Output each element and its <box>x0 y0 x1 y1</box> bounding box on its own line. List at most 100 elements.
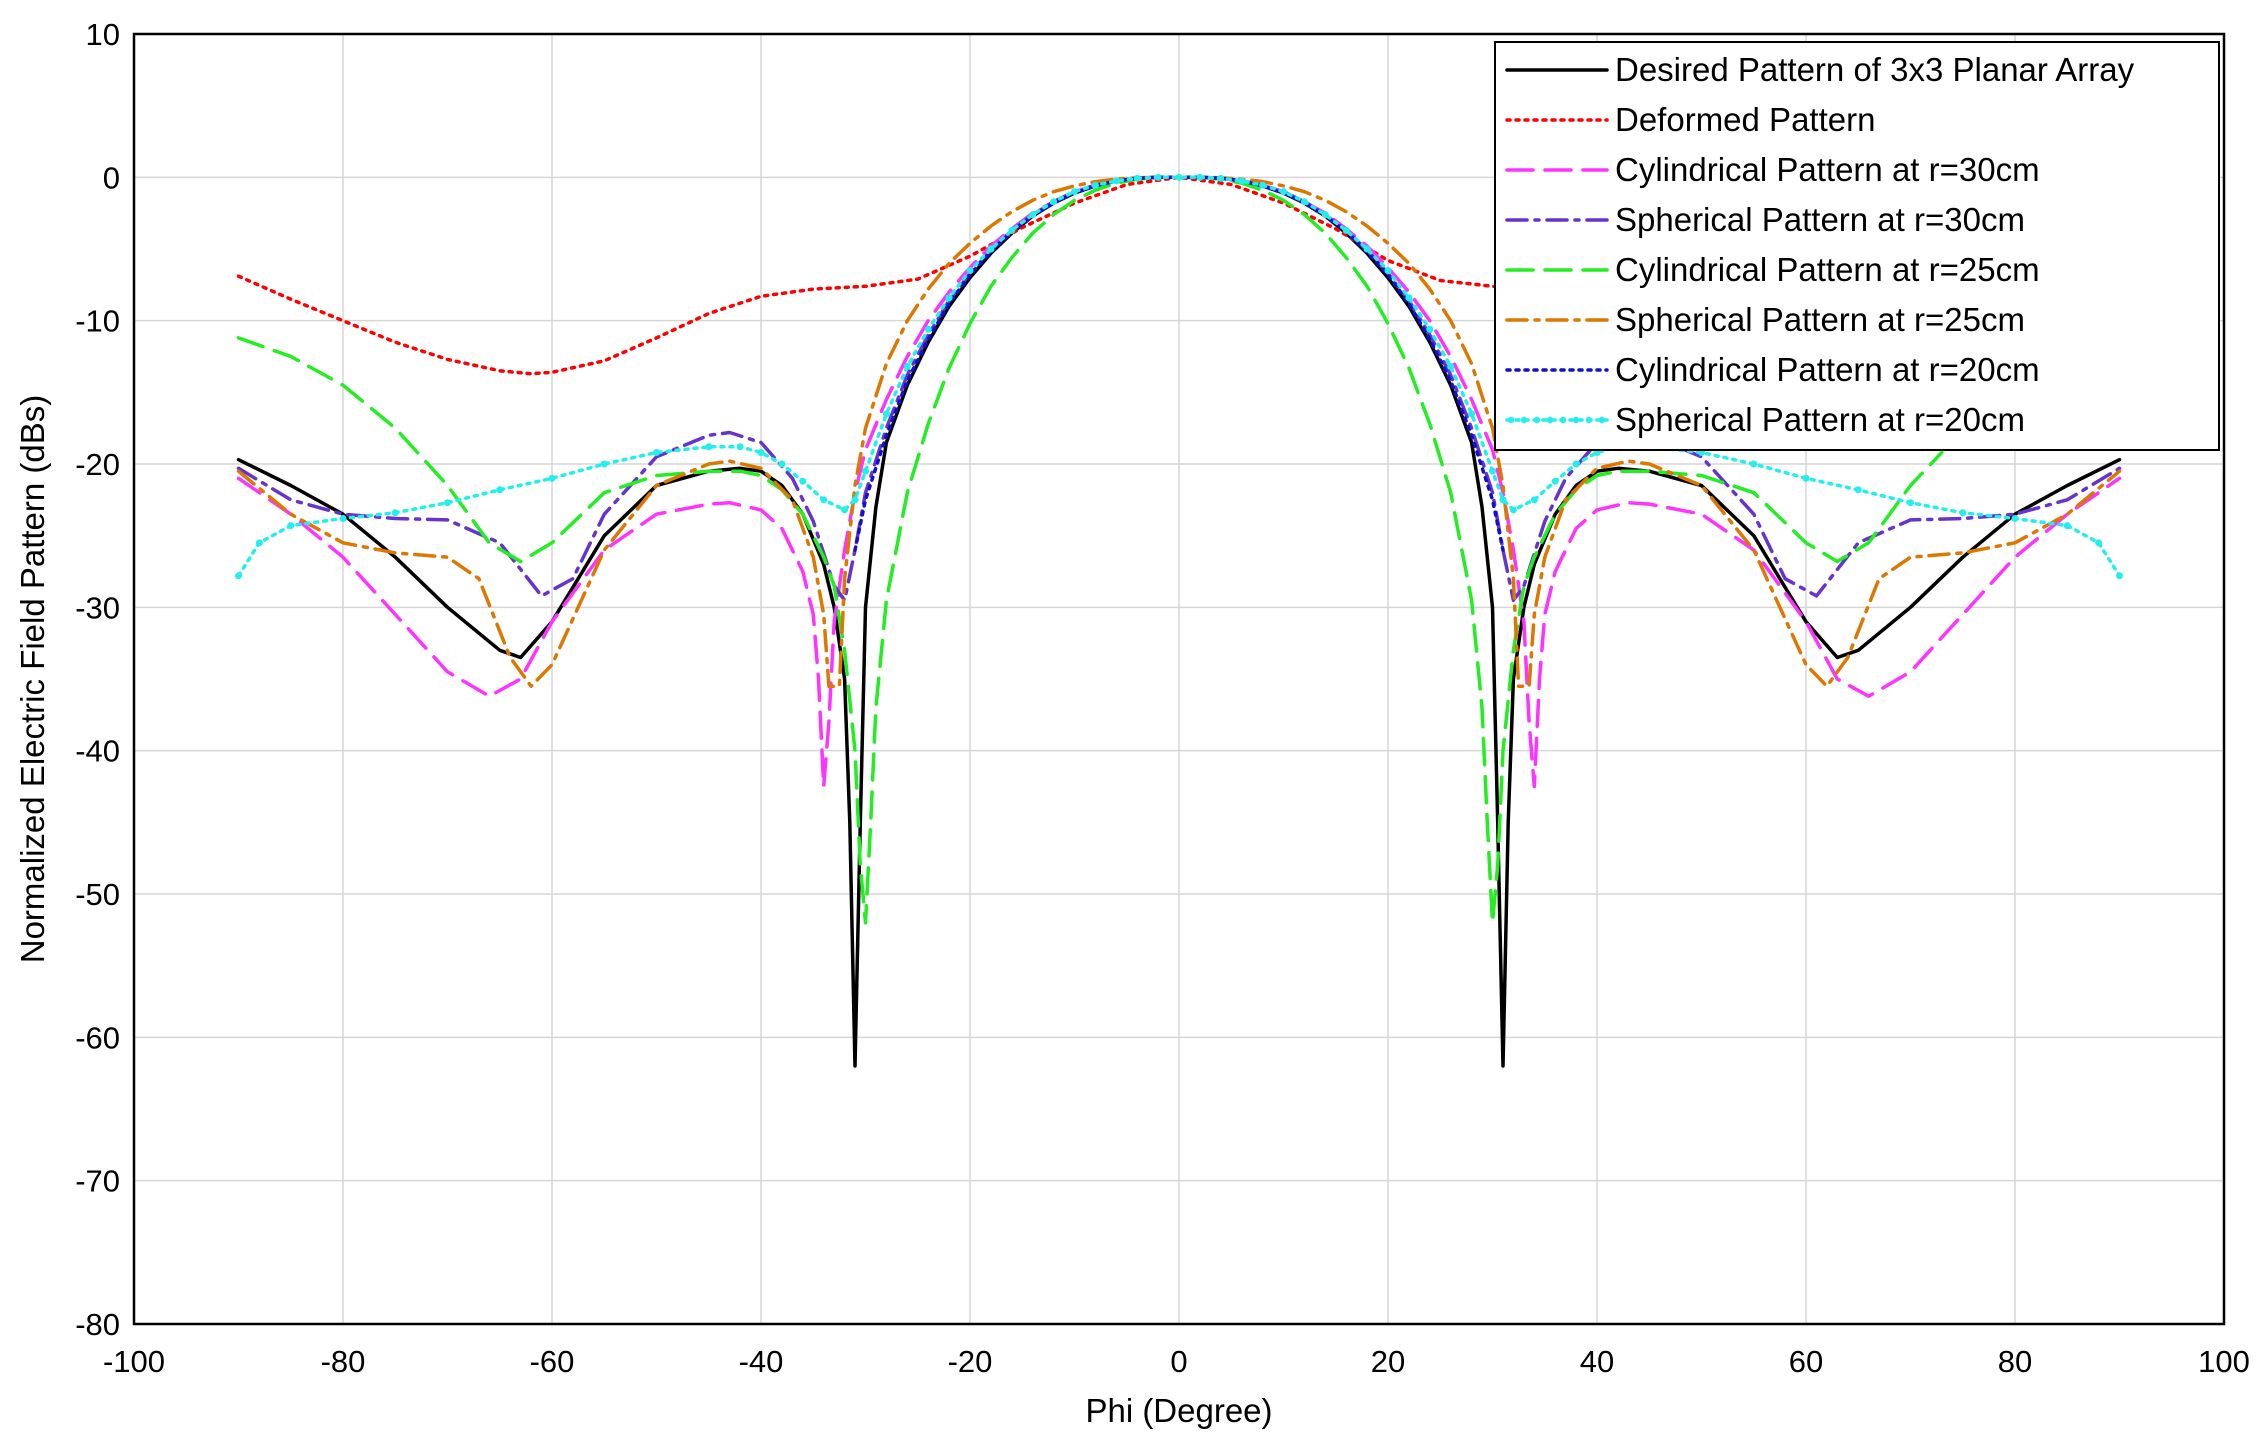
series-marker <box>1175 173 1183 181</box>
series-marker <box>391 509 399 517</box>
x-axis-label: Phi (Degree) <box>1085 1392 1272 1429</box>
y-tick-label: 10 <box>86 17 120 52</box>
series-line-2 <box>236 175 1547 376</box>
series-marker <box>1384 267 1392 274</box>
series-marker <box>1196 173 1204 181</box>
series-marker <box>287 522 295 530</box>
series-marker <box>1551 477 1559 485</box>
series-marker <box>548 474 556 482</box>
series-marker <box>2116 572 2123 580</box>
series-marker <box>235 572 242 580</box>
series-marker <box>1499 496 1507 504</box>
series-marker <box>1133 174 1141 182</box>
legend-marker <box>1520 416 1528 424</box>
y-tick-label: 0 <box>103 160 120 195</box>
legend-entry: Cylindrical Pattern at r=25cm <box>1615 251 2040 288</box>
series-marker <box>705 443 713 451</box>
legend-marker <box>1572 416 1580 424</box>
series-marker <box>1854 486 1862 494</box>
y-tick-label: -50 <box>75 877 120 912</box>
series-marker <box>903 363 911 371</box>
y-tick-label: -60 <box>75 1020 120 1055</box>
series-marker <box>987 245 995 253</box>
series-marker <box>1321 211 1329 219</box>
series-marker <box>1572 460 1580 468</box>
legend-entry: Cylindrical Pattern at r=30cm <box>1615 151 2040 188</box>
series-marker <box>496 486 504 494</box>
series-marker <box>1091 181 1099 189</box>
legend-marker <box>1533 416 1541 424</box>
legend-entry: Cylindrical Pattern at r=20cm <box>1615 351 2040 388</box>
series-marker <box>1426 325 1434 333</box>
legend-marker <box>1585 416 1593 424</box>
series-marker <box>1050 198 1058 206</box>
series-marker <box>945 294 953 302</box>
series-marker <box>1530 496 1538 504</box>
series-marker <box>1907 499 1914 507</box>
y-axis-label: Normalized Electric Field Pattern (dBs) <box>14 395 51 964</box>
legend-marker <box>1546 416 1554 424</box>
legend-entry: Spherical Pattern at r=20cm <box>1615 401 2025 438</box>
y-tick-label: -30 <box>75 590 120 625</box>
x-tick-label: 100 <box>2198 1344 2250 1379</box>
series-marker <box>1112 177 1120 185</box>
series-marker <box>1342 226 1350 234</box>
series-marker <box>1509 506 1517 514</box>
y-tick-label: -10 <box>75 304 120 339</box>
y-tick-label: -40 <box>75 734 120 769</box>
series-marker <box>1280 188 1287 196</box>
series-marker <box>778 460 786 468</box>
y-tick-label: -80 <box>75 1307 120 1342</box>
series-marker <box>1750 460 1758 468</box>
legend-marker <box>1559 416 1567 424</box>
legend-marker <box>1507 416 1515 424</box>
x-tick-label: 0 <box>1170 1344 1187 1379</box>
series-marker <box>1363 245 1371 253</box>
series-marker <box>1489 467 1496 475</box>
series-marker <box>841 506 849 514</box>
series-marker <box>1029 211 1037 219</box>
series-marker <box>653 449 660 457</box>
x-tick-label: -20 <box>948 1344 993 1379</box>
series-marker <box>1154 173 1162 181</box>
series-marker <box>862 467 869 475</box>
series-marker <box>444 499 451 507</box>
series-marker <box>1259 181 1267 189</box>
x-tick-label: 80 <box>1998 1344 2032 1379</box>
x-tick-label: 60 <box>1789 1344 1823 1379</box>
series-marker <box>2063 522 2071 530</box>
series-marker <box>966 267 974 274</box>
x-tick-label: -40 <box>739 1344 784 1379</box>
series-marker <box>757 449 765 457</box>
x-tick-label: -100 <box>103 1344 165 1379</box>
series-marker <box>736 443 744 451</box>
series-marker <box>882 410 890 418</box>
x-tick-label: -60 <box>530 1344 575 1379</box>
y-tick-label: -20 <box>75 447 120 482</box>
series-marker <box>1468 410 1476 418</box>
series-marker <box>820 496 828 504</box>
series-marker <box>1802 474 1810 482</box>
x-tick-label: -80 <box>321 1344 366 1379</box>
x-tick-label: 40 <box>1580 1344 1614 1379</box>
series-marker <box>1959 509 1967 517</box>
legend-box <box>1494 41 2220 451</box>
series-marker <box>1238 177 1246 185</box>
series-marker <box>600 460 608 468</box>
y-tick-labels: 10 0 -10 -20 -30 -40 -50 -60 -70 -80 <box>75 17 120 1342</box>
series-marker <box>255 539 263 547</box>
series-marker <box>1447 363 1455 371</box>
series-marker <box>1008 226 1016 234</box>
series-marker <box>1071 188 1078 196</box>
legend-entry: Desired Pattern of 3x3 Planar Array <box>1615 51 2135 88</box>
series-marker <box>799 477 807 485</box>
x-tick-label: 20 <box>1371 1344 1405 1379</box>
legend-entry: Spherical Pattern at r=30cm <box>1615 201 2025 238</box>
legend-marker <box>1598 416 1606 424</box>
legend: Desired Pattern of 3x3 Planar Array Defor… <box>1494 41 2220 451</box>
series-marker <box>2095 539 2103 547</box>
series-marker <box>1217 174 1225 182</box>
plot-frame <box>132 32 2226 1326</box>
series-marker <box>924 325 932 333</box>
